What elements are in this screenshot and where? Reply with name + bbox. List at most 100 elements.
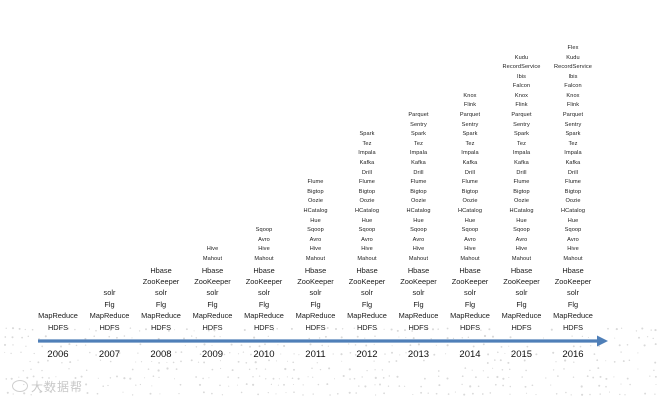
decor-dot [39, 391, 42, 394]
decor-dot [424, 377, 426, 380]
decor-dot [590, 345, 592, 347]
decor-dot [302, 384, 304, 386]
decor-dot [552, 369, 555, 371]
decor-dot [180, 351, 183, 353]
decor-dot [502, 377, 505, 380]
component-label: HDFS [202, 322, 223, 332]
decor-dot [417, 343, 420, 346]
decor-dot [137, 352, 139, 354]
decor-dot [613, 361, 616, 363]
decor-dot [580, 385, 583, 388]
decor-dot [131, 394, 134, 396]
component-label: Kafka [411, 160, 426, 167]
decor-dot [384, 353, 386, 355]
decor-dot [149, 392, 152, 395]
decor-dot [190, 359, 193, 362]
component-label: MapReduce [244, 311, 284, 321]
decor-dot [312, 376, 314, 378]
decor-dot [348, 343, 350, 345]
decor-dot [318, 352, 320, 354]
decor-dot [11, 336, 14, 339]
component-label: ZooKeeper [451, 276, 489, 286]
decor-dot [277, 344, 279, 346]
decor-dot [438, 375, 440, 377]
component-label: solr [155, 288, 167, 298]
decor-dot [135, 384, 137, 386]
decor-dot [268, 359, 270, 362]
decor-dot [61, 362, 63, 364]
decor-dot [563, 368, 565, 370]
decor-dot [228, 385, 230, 387]
component-label: Avro [567, 236, 579, 243]
component-label: HDFS [356, 322, 378, 332]
decor-dot [607, 327, 609, 330]
decor-dot [643, 344, 646, 347]
decor-dot [599, 375, 602, 378]
decor-dot [511, 353, 513, 355]
decor-dot [572, 376, 575, 378]
component-label: Hue [310, 217, 321, 224]
component-label: Sqoop [307, 227, 324, 234]
decor-dot [223, 353, 226, 356]
decor-dot [41, 369, 43, 372]
decor-dot [618, 344, 621, 347]
decor-dot [22, 370, 25, 372]
decor-dot [167, 329, 170, 332]
decor-dot [154, 354, 156, 356]
component-label: MapReduce [553, 311, 593, 321]
decor-dot [158, 376, 160, 379]
component-label: MapReduce [501, 311, 542, 321]
component-label: Sqoop [255, 227, 273, 234]
year-column-2013: Parquet Sentry Spark Tez Impala Kafka Drill Flu… [389, 111, 449, 333]
component-label: Flex [567, 44, 579, 51]
component-label: Oozie [307, 198, 324, 205]
decor-dot [573, 352, 575, 355]
component-label: Tez [413, 140, 423, 147]
decor-dot [489, 392, 492, 394]
decor-dot [435, 344, 437, 346]
decor-dot [361, 376, 363, 378]
decor-dot [396, 329, 399, 332]
decor-dot [283, 383, 285, 386]
component-label: Flink [566, 102, 580, 109]
decor-dot [333, 378, 336, 380]
component-label: Flg [310, 299, 321, 309]
decor-dot [619, 393, 621, 396]
decor-dot [398, 385, 401, 387]
decor-dot [364, 337, 366, 339]
component-label: Avro [361, 236, 373, 243]
decor-dot [59, 328, 62, 331]
component-label: Parquet [562, 112, 584, 119]
year-label: 2009 [201, 349, 224, 360]
decor-dot [341, 328, 344, 330]
component-label: HCatalog [560, 208, 586, 214]
decor-dot [586, 375, 589, 378]
decor-dot [605, 377, 608, 380]
decor-dot [211, 368, 214, 371]
component-label: Ibis [568, 73, 578, 80]
decor-dot [159, 352, 161, 354]
decor-dot [38, 338, 40, 340]
decor-dot [480, 329, 482, 331]
timeline-arrow-head [597, 335, 608, 347]
component-label: MapReduce [141, 311, 181, 321]
component-label: Bigtop [307, 188, 324, 195]
component-label: Sentry [410, 121, 427, 128]
decor-dot [319, 368, 322, 371]
decor-dot [139, 383, 142, 386]
decor-dot [624, 394, 626, 396]
year-column-2009: Hive Mahout Hbase ZooKeeper solr Flg MapReduce… [183, 245, 243, 333]
component-label: Flg [361, 299, 373, 309]
decor-dot [356, 335, 359, 338]
decor-dot [166, 352, 169, 355]
component-label: Spark [410, 131, 427, 138]
decor-dot [374, 376, 377, 379]
decor-dot [88, 328, 90, 330]
component-label: Bigtop [564, 188, 582, 195]
decor-dot [340, 336, 343, 339]
decor-dot [290, 327, 293, 330]
decor-dot [526, 345, 529, 348]
decor-dot [107, 384, 109, 387]
decor-dot [199, 353, 202, 356]
decor-dot [26, 376, 29, 379]
